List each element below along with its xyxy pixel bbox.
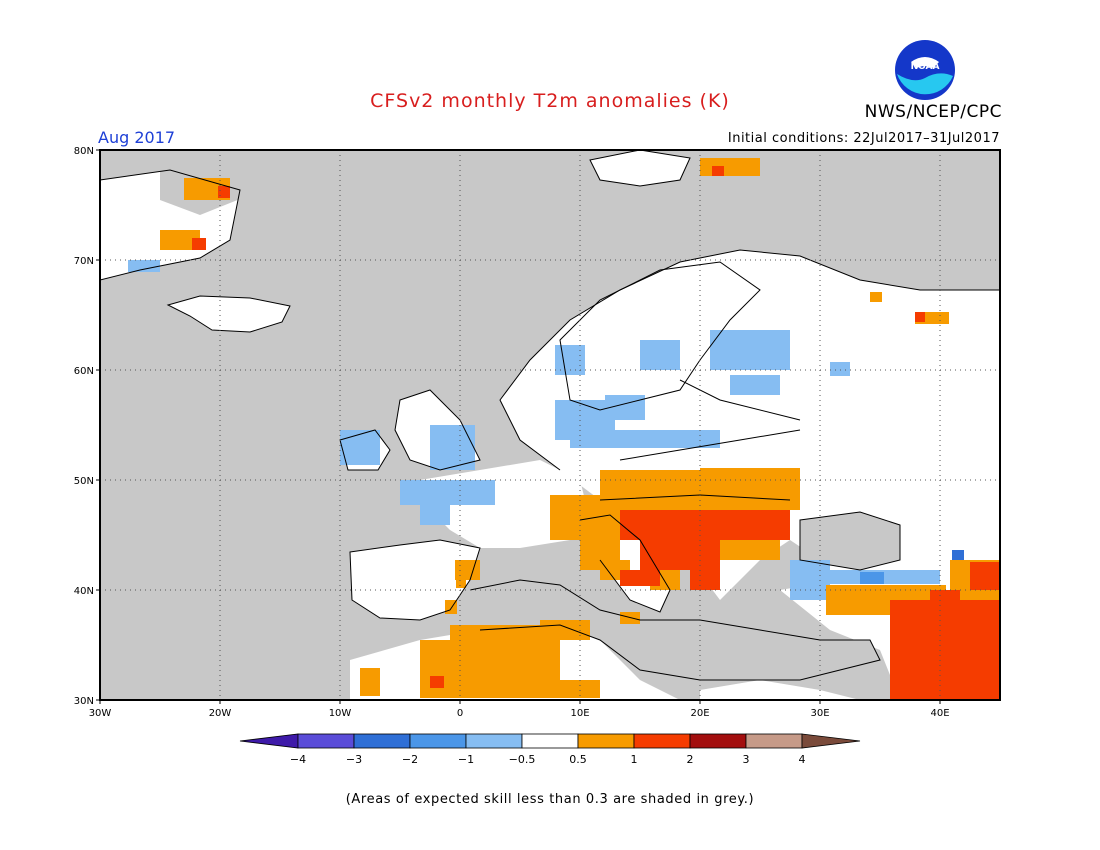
- footnote: (Areas of expected skill less than 0.3 a…: [345, 792, 755, 807]
- legend-swatch: [801, 733, 861, 749]
- latitude-labels: 80N 70N 60N 50N 40N 30N: [74, 146, 100, 707]
- iceland: [168, 296, 290, 332]
- lon-label: 40E: [930, 708, 949, 719]
- legend-swatch: [745, 733, 803, 749]
- legend-label: −0.5: [509, 753, 536, 766]
- lat-label: 70N: [74, 256, 94, 267]
- legend-label: 2: [687, 753, 694, 766]
- lon-label: 30W: [89, 708, 112, 719]
- lon-label: 30E: [810, 708, 829, 719]
- legend-label: −3: [346, 753, 362, 766]
- gridlines: [100, 150, 1000, 700]
- legend-swatch: [689, 733, 747, 749]
- lat-label: 40N: [74, 586, 94, 597]
- legend-swatch: [353, 733, 411, 749]
- legend-label: −4: [290, 753, 306, 766]
- noaa-logo: NOAA: [895, 40, 955, 100]
- color-legend: −4 −3 −2 −1 −0.5 0.5 1 2 3 4: [239, 733, 861, 766]
- anomaly-map: 80N 70N 60N 50N 40N 30N 30W 20W 10W 0 10E 20E 30E 40…: [74, 146, 1001, 719]
- agency-label: NWS/NCEP/CPC: [864, 102, 1002, 122]
- legend-swatch: [409, 733, 467, 749]
- lat-label: 60N: [74, 366, 94, 377]
- legend-label: −1: [458, 753, 474, 766]
- legend-label: −2: [402, 753, 418, 766]
- lon-label: 0: [457, 708, 463, 719]
- lon-label: 20W: [209, 708, 232, 719]
- legend-swatch: [239, 733, 299, 749]
- lat-label: 80N: [74, 146, 94, 157]
- mediterranean-sea: [470, 580, 880, 680]
- forecast-period: Aug 2017: [98, 128, 176, 147]
- lon-label: 10E: [570, 708, 589, 719]
- legend-label: 4: [799, 753, 806, 766]
- map-frame: [99, 149, 1001, 701]
- legend-label: 1: [631, 753, 638, 766]
- logo-text: NOAA: [911, 62, 940, 72]
- longitude-labels: 30W 20W 10W 0 10E 20E 30E 40E: [89, 700, 950, 719]
- lat-label: 50N: [74, 476, 94, 487]
- legend-swatch: [577, 733, 635, 749]
- legend-swatch: [521, 733, 579, 749]
- legend-label: 3: [743, 753, 750, 766]
- chart-title: CFSv2 monthly T2m anomalies (K): [370, 90, 730, 112]
- black-sea: [800, 512, 900, 570]
- legend-swatch: [465, 733, 523, 749]
- legend-label: 0.5: [569, 753, 587, 766]
- legend-swatch: [297, 733, 355, 749]
- legend-swatch: [633, 733, 691, 749]
- initial-conditions: Initial conditions: 22Jul2017–31Jul2017: [727, 131, 1000, 146]
- lon-label: 20E: [690, 708, 709, 719]
- lat-label: 30N: [74, 696, 94, 707]
- lon-label: 10W: [329, 708, 352, 719]
